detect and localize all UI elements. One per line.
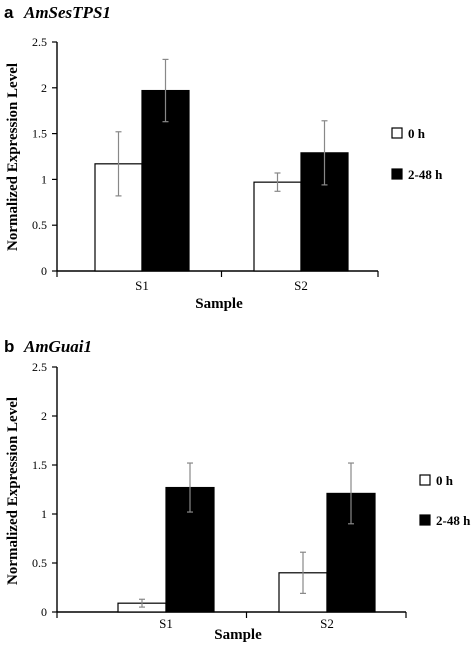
- panel-b-legend-swatch-0h: [419, 474, 431, 486]
- panel-a-y-tick-label: 2.5: [32, 35, 47, 49]
- panel-b-legend: 0 h 2-48 h: [419, 473, 471, 528]
- panel-b-title: AmGuai1: [23, 337, 92, 356]
- panel-a-category-label: S1: [135, 278, 149, 293]
- panel-a-y-tick-label: 0: [41, 264, 47, 278]
- panel-a-y-tick-label: 1.5: [32, 127, 47, 141]
- panel-b-category-label: S1: [159, 616, 173, 631]
- panel-a-y-tick-label: 0.5: [32, 218, 47, 232]
- panel-b-legend-swatch-2-48h: [419, 514, 431, 526]
- panel-b-y-tick-label: 2.5: [32, 360, 47, 374]
- panel-b-letter: b: [4, 337, 14, 356]
- panel-a-plot-area: 0 0.5 1 1.5 2 2.5 S1 S2: [32, 35, 379, 293]
- panel-b-plot-area: 0 0.5 1 1.5 2 2.5 S1 S2: [32, 360, 407, 631]
- panel-b-y-tick-label: 2: [41, 409, 47, 423]
- panel-b-y-tick-label: 1: [41, 507, 47, 521]
- panel-a-chart: a AmSesTPS1 Normalized Expression Level …: [4, 3, 443, 312]
- panel-a-title: AmSesTPS1: [23, 3, 111, 22]
- panel-a-legend-label-2-48h: 2-48 h: [408, 167, 443, 182]
- panel-b-y-tick-label: 1.5: [32, 458, 47, 472]
- panel-a-letter: a: [4, 3, 14, 22]
- panel-a-y-axis-title: Normalized Expression Level: [5, 63, 21, 251]
- panel-b-y-tick-label: 0: [41, 605, 47, 619]
- panel-a-category-label: S2: [294, 278, 308, 293]
- panel-b-chart: b AmGuai1 Normalized Expression Level Sa…: [4, 337, 471, 643]
- panel-b-legend-label-0h: 0 h: [436, 473, 454, 488]
- panel-a-legend-swatch-2-48h: [391, 168, 403, 180]
- panel-b-y-axis-title: Normalized Expression Level: [5, 397, 21, 585]
- panel-b-y-tick-label: 0.5: [32, 556, 47, 570]
- panel-a-legend-swatch-0h: [391, 127, 403, 139]
- panel-a-bar-s2-0h: [253, 181, 302, 272]
- panel-a-y-tick-label: 2: [41, 81, 47, 95]
- panel-a-legend: 0 h 2-48 h: [391, 126, 443, 182]
- panel-a-x-axis-title: Sample: [195, 296, 243, 312]
- panel-b-x-axis-title: Sample: [214, 627, 262, 643]
- panel-b-legend-label-2-48h: 2-48 h: [436, 513, 471, 528]
- panel-a-y-tick-label: 1: [41, 172, 47, 186]
- panel-a-legend-label-0h: 0 h: [408, 126, 426, 141]
- panel-b-category-label: S2: [320, 616, 334, 631]
